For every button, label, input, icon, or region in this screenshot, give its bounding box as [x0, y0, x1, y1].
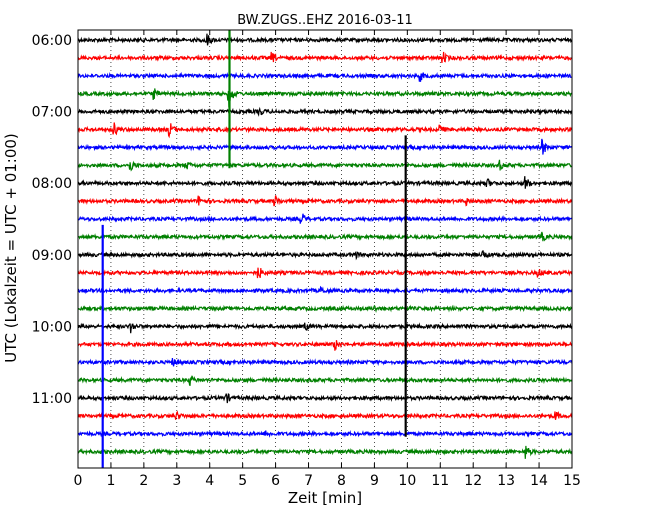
trace-line: [77, 71, 573, 82]
trace-line: [77, 51, 573, 63]
x-tick-label: 8: [337, 473, 346, 489]
ticks: 0 1 2 3 4 5 6 7 8 9 10 11 12 13 14 1506:0007:0008:0009:…: [32, 30, 581, 489]
trace-line: [77, 138, 573, 155]
trace-line: [77, 195, 573, 207]
y-axis-label: UTC (Lokalzeit = UTC + 01:00): [2, 133, 20, 363]
trace-line: [77, 267, 573, 279]
x-tick-label: 13: [497, 473, 515, 489]
glitch-spikes: [101, 30, 407, 468]
y-tick-label: 11:00: [32, 391, 72, 407]
trace-line: [77, 340, 573, 351]
y-tick-label: 08:00: [32, 176, 72, 192]
trace-line: [77, 231, 573, 242]
x-tick-label: 6: [271, 473, 280, 489]
trace-line: [77, 322, 573, 334]
trace-line: [77, 374, 573, 386]
trace-line: [77, 33, 573, 46]
x-tick-label: 9: [370, 473, 379, 489]
trace-line: [77, 176, 573, 189]
trace-line: [77, 410, 573, 421]
traces: [77, 33, 573, 459]
x-tick-label: 3: [172, 473, 181, 489]
x-tick-label: 7: [304, 473, 313, 489]
x-tick-label: 11: [431, 473, 449, 489]
x-tick-label: 5: [238, 473, 247, 489]
trace-line: [77, 393, 573, 404]
x-tick-label: 2: [139, 473, 148, 489]
trace-line: [77, 304, 573, 314]
y-tick-label: 07:00: [32, 105, 72, 121]
x-tick-label: 10: [398, 473, 416, 489]
trace-line: [77, 122, 573, 139]
x-tick-label: 14: [530, 473, 548, 489]
trace-line: [77, 159, 573, 172]
chart-title: BW.ZUGS..EHZ 2016-03-11: [237, 13, 413, 28]
x-tick-label: 12: [464, 473, 482, 489]
x-tick-label: 15: [563, 473, 581, 489]
trace-line: [77, 445, 573, 459]
x-axis-label: Zeit [min]: [288, 489, 362, 507]
x-tick-label: 1: [106, 473, 115, 489]
x-tick-label: 4: [205, 473, 214, 489]
trace-line: [77, 250, 573, 261]
x-tick-label: 0: [74, 473, 83, 489]
trace-line: [77, 358, 573, 367]
y-tick-label: 06:00: [32, 33, 72, 49]
y-tick-label: 09:00: [32, 248, 72, 264]
trace-line: [77, 88, 573, 108]
trace-line: [77, 106, 573, 117]
trace-line: [77, 429, 573, 438]
y-tick-label: 10:00: [32, 319, 72, 335]
plot-frame: [77, 29, 573, 469]
trace-line: [77, 213, 573, 224]
trace-line: [77, 285, 573, 295]
